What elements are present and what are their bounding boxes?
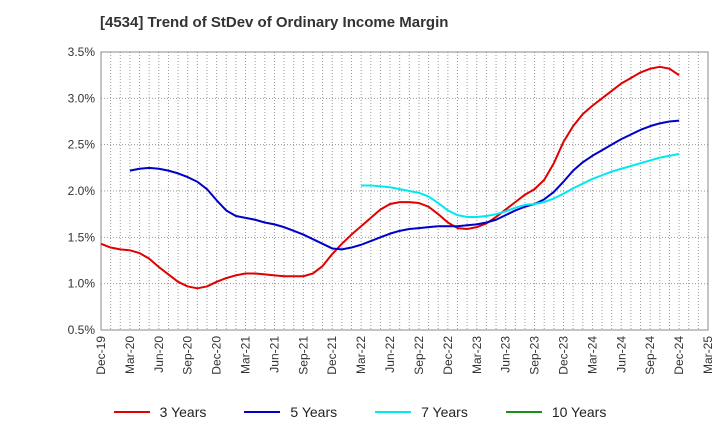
x-tick-label: Mar-22	[354, 336, 368, 374]
legend-label: 7 Years	[421, 404, 468, 420]
x-tick-label: Dec-19	[94, 336, 108, 375]
y-tick-label: 3.5%	[68, 45, 96, 59]
x-tick-label: Mar-25	[701, 336, 715, 374]
legend-swatch	[505, 411, 542, 413]
x-tick-label: Mar-20	[123, 336, 137, 374]
series-line-5-years	[129, 119, 680, 251]
x-tick-label: Dec-22	[441, 336, 455, 375]
series-line-3-years	[100, 65, 680, 290]
legend-item: 3 Years	[113, 404, 207, 420]
y-tick-label: 0.5%	[68, 323, 96, 337]
x-tick-label: Jun-22	[383, 336, 397, 373]
legend-label: 5 Years	[290, 404, 338, 420]
x-tick-label: Sep-24	[643, 336, 657, 375]
x-tick-label: Dec-20	[210, 336, 224, 375]
legend-label: 3 Years	[159, 404, 207, 420]
legend-swatch	[375, 411, 412, 413]
x-tick-label: Sep-22	[412, 336, 426, 375]
x-tick-label: Sep-20	[181, 336, 195, 375]
chart-title: [4534] Trend of StDev of Ordinary Income…	[100, 14, 449, 31]
x-tick-label: Jun-21	[267, 336, 281, 373]
y-tick-label: 2.0%	[68, 184, 96, 198]
legend-swatch	[244, 411, 281, 413]
x-tick-label: Mar-24	[585, 336, 599, 374]
x-tick-label: Jun-23	[499, 336, 513, 373]
plot-frame	[100, 51, 709, 331]
x-tick-label: Sep-21	[296, 336, 310, 375]
x-tick-label: Jun-20	[152, 336, 166, 373]
x-tick-label: Sep-23	[528, 336, 542, 375]
legend-label: 10 Years	[551, 404, 607, 420]
x-tick-label: Dec-23	[556, 336, 570, 375]
x-tick-label: Dec-21	[325, 336, 339, 375]
y-tick-label: 2.5%	[68, 138, 96, 152]
y-tick-label: 3.0%	[68, 91, 96, 105]
legend: 3 Years 5 Years 7 Years 10 Years	[0, 404, 720, 420]
x-tick-label: Dec-24	[672, 336, 686, 375]
y-tick-label: 1.0%	[68, 277, 96, 291]
y-tick-label: 1.5%	[68, 230, 96, 244]
x-tick-label: Jun-24	[614, 336, 628, 373]
x-tick-label: Mar-23	[470, 336, 484, 374]
series-line-7-years	[361, 152, 680, 218]
legend-item: 10 Years	[505, 404, 607, 420]
line-chart: 0.5% 1.0% 1.5% 2.0% 2.5% 3.0% 3.5% Dec-19 Mar-20…	[68, 45, 715, 375]
x-tick-label: Mar-21	[239, 336, 253, 374]
legend-item: 7 Years	[375, 404, 468, 420]
legend-item: 5 Years	[244, 404, 337, 420]
legend-swatch	[113, 411, 150, 413]
